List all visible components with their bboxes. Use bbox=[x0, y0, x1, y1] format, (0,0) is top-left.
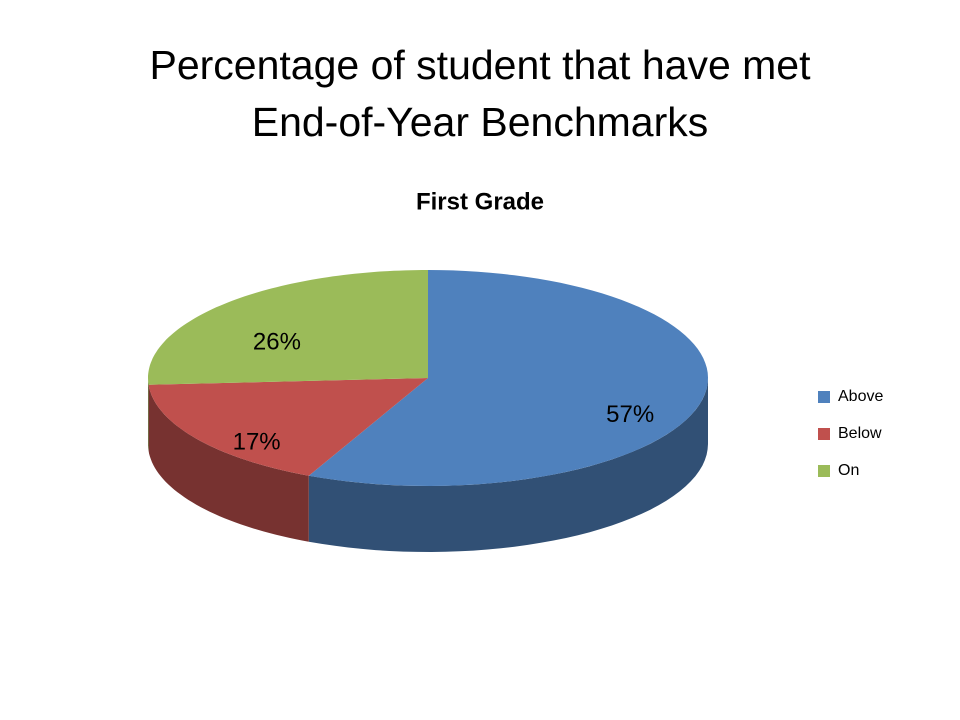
slice bbox=[148, 378, 428, 476]
data-label: 17% bbox=[233, 428, 281, 455]
slice bbox=[308, 270, 708, 486]
data-label: 57% bbox=[606, 401, 654, 428]
slide-title: Percentage of student that have met bbox=[150, 42, 812, 88]
legend-swatch bbox=[818, 391, 830, 403]
data-label: 26% bbox=[253, 329, 301, 356]
slice-side bbox=[148, 384, 309, 542]
slide-title: End-of-Year Benchmarks bbox=[252, 99, 709, 145]
chart-title: First Grade bbox=[416, 188, 544, 215]
legend-swatch bbox=[818, 428, 830, 440]
legend-swatch bbox=[818, 465, 830, 477]
slice bbox=[148, 270, 428, 385]
legend-label: Above bbox=[838, 388, 883, 405]
slice-side bbox=[148, 378, 149, 451]
slice-side bbox=[308, 378, 708, 552]
legend-label: On bbox=[838, 462, 859, 479]
legend-label: Below bbox=[838, 425, 882, 442]
